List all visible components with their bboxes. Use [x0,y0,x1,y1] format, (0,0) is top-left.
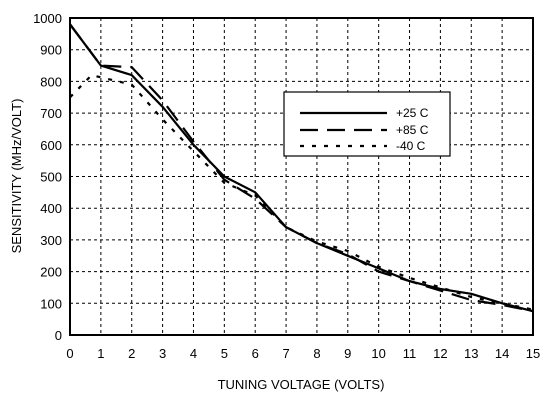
grid [70,18,533,335]
y-tick-label: 400 [40,201,62,216]
x-tick-label: 6 [252,346,259,361]
y-tick-label: 600 [40,138,62,153]
y-tick-label: 0 [55,328,62,343]
x-tick-label: 10 [371,346,385,361]
x-tick-label: 13 [464,346,478,361]
y-tick-label: 200 [40,265,62,280]
y-tick-label: 500 [40,170,62,185]
tick-labels: 0 1 2 3 4 5 6 7 8 9 10 11 12 13 14 15010020030040050060… [33,11,540,361]
y-tick-label: 900 [40,43,62,58]
series-line [69,23,534,313]
plot-frame [69,17,534,336]
y-tick-label: 100 [40,296,62,311]
x-tick-label: 3 [159,346,166,361]
legend-label-40c: -40 C [396,139,426,153]
y-tick-label: 800 [40,74,62,89]
series-lines [69,23,534,313]
x-tick-label: 7 [282,346,289,361]
y-axis-title: SENSITIVITY (MHz/VOLT) [9,99,24,254]
y-tick-label: 700 [40,106,62,121]
y-tick-label: 300 [40,233,62,248]
x-tick-label: 14 [495,346,509,361]
legend-label-85c: +85 C [396,123,429,137]
series-line [69,74,534,311]
x-tick-label: 4 [190,346,197,361]
x-tick-label: 11 [403,346,417,361]
x-tick-label: 1 [97,346,104,361]
x-tick-label: 15 [526,346,540,361]
x-axis-title: TUNING VOLTAGE (VOLTS) [218,377,385,392]
x-tick-label: 2 [128,346,135,361]
legend-box [283,91,451,157]
legend-label-25c: +25 C [396,106,429,120]
x-tick-label: 9 [344,346,351,361]
x-tick-label: 8 [313,346,320,361]
x-tick-label: 0 [66,346,73,361]
series-line [69,23,534,313]
legend: +25 C +85 C -40 C [283,91,451,157]
x-tick-label: 12 [433,346,447,361]
y-tick-label: 1000 [33,11,62,26]
x-tick-label: 5 [221,346,228,361]
